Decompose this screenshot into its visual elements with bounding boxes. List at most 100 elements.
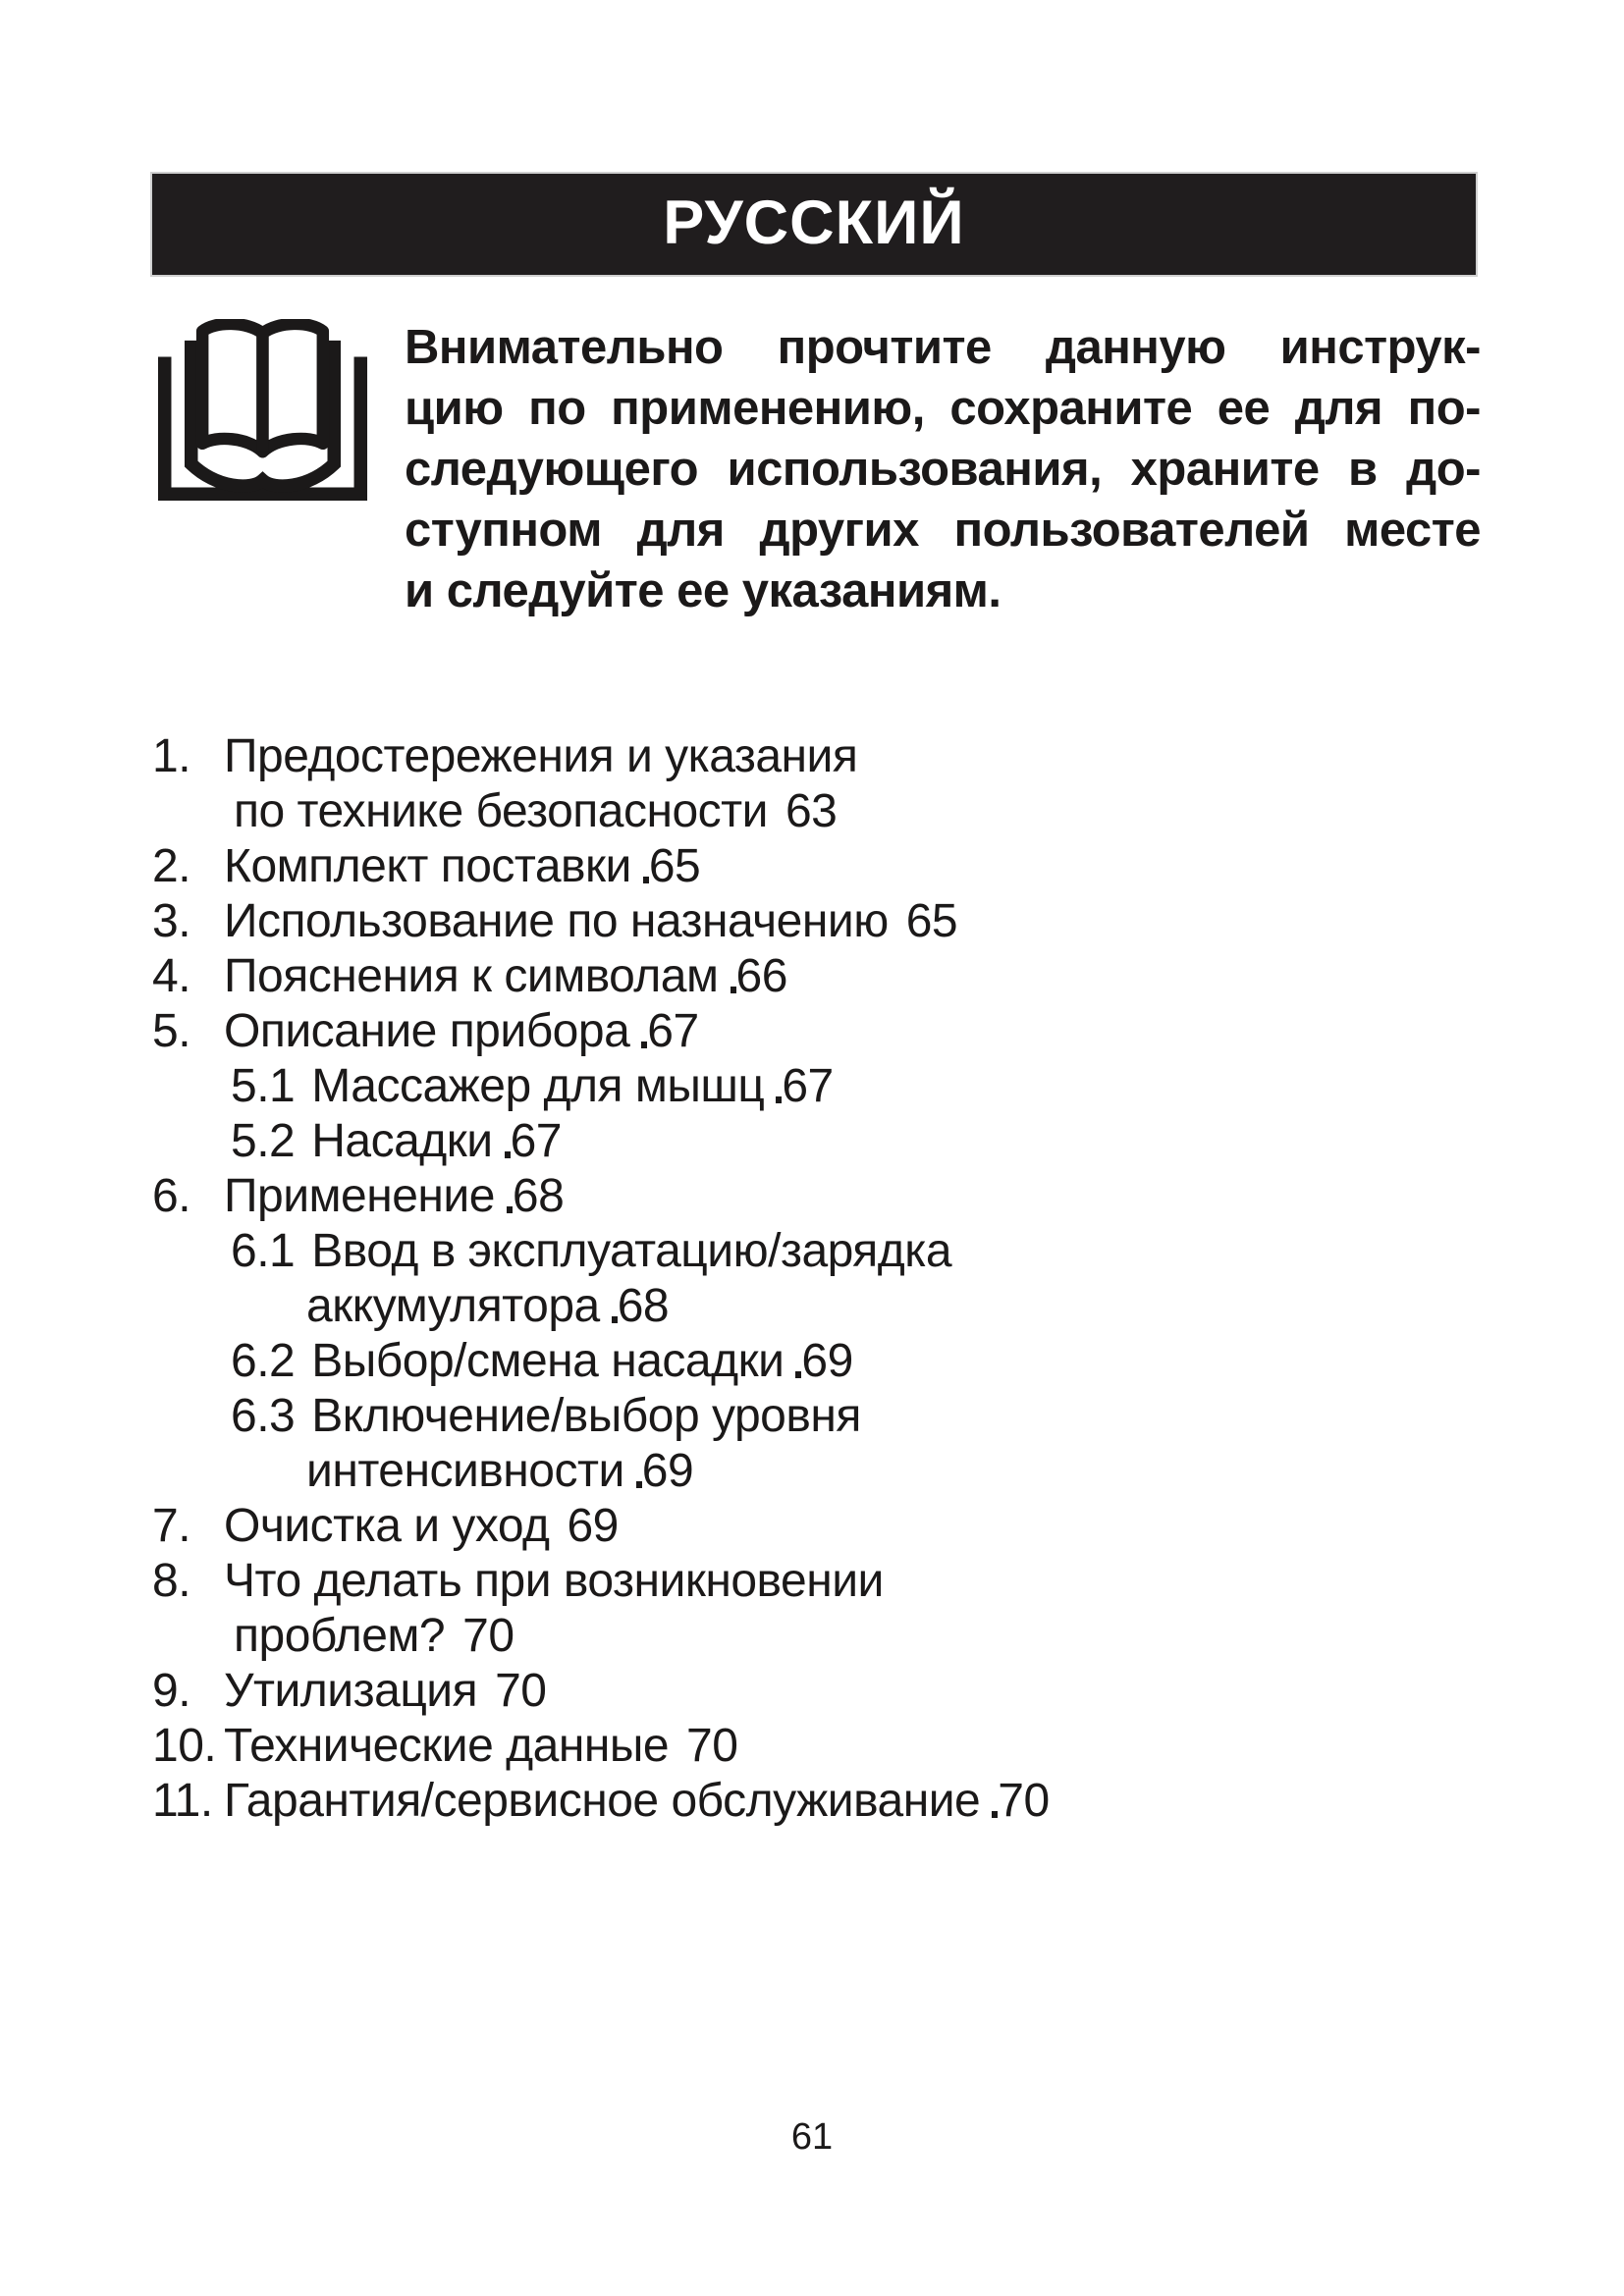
- toc-text: Очистка и уход: [224, 1500, 550, 1552]
- toc-text: Использование по назначению: [224, 895, 889, 947]
- toc-text: Насадки: [311, 1115, 493, 1167]
- toc-line: проблем? 70: [152, 1609, 1076, 1664]
- toc-line: по технике безопасности 63: [152, 784, 1076, 839]
- paragraph-line: Внимательно прочтите данную инструк-: [405, 321, 1482, 374]
- dot-leader: [642, 877, 649, 883]
- dot-leader: [641, 1041, 648, 1048]
- toc-number: 5.1: [231, 1060, 296, 1112]
- toc-number: 4.: [152, 950, 191, 1002]
- toc-leader: [445, 1609, 462, 1664]
- toc-line: 5.2 Насадки 67: [152, 1114, 1076, 1169]
- dot-leader: [776, 1096, 783, 1103]
- toc-text: Предостережения и указания: [224, 730, 858, 782]
- toc-line: 7. Очистка и уход 69: [152, 1499, 1076, 1554]
- page-title: РУССКИЙ: [663, 188, 965, 257]
- notice-text: Внимательно прочтите данную инструк-цию …: [405, 317, 1482, 621]
- toc-leader: [624, 1444, 642, 1499]
- dot-leader: [635, 1481, 642, 1488]
- toc-number: 6.1: [231, 1225, 296, 1277]
- toc-line: 1. Предостережения и указания: [152, 729, 1076, 784]
- toc-text: аккумулятора: [306, 1280, 600, 1332]
- toc-line: 2. Комплект поставки 65: [152, 839, 1076, 894]
- toc-page-number: 68: [617, 1280, 670, 1332]
- paragraph-line: цию по применению, сохраните ее для по-: [405, 382, 1482, 435]
- dot-leader: [611, 1316, 618, 1323]
- toc-line: 5. Описание прибора 67: [152, 1004, 1076, 1059]
- toc-text: Комплект поставки: [224, 840, 631, 892]
- toc-leader: [669, 1719, 686, 1774]
- toc-line: 4. Пояснения к символам 66: [152, 949, 1076, 1004]
- toc-page-number: 70: [462, 1610, 514, 1662]
- toc-page-number: 65: [648, 840, 701, 892]
- dot-leader: [504, 1151, 511, 1158]
- open-book-icon: [157, 319, 368, 501]
- paragraph-line: следующего использования, храните в до-: [405, 443, 1482, 496]
- dot-leader: [992, 1811, 999, 1818]
- toc-page-number: 66: [735, 950, 788, 1002]
- toc-number: 5.2: [231, 1115, 296, 1167]
- toc-leader: [784, 1334, 802, 1389]
- toc-leader: [980, 1774, 999, 1829]
- toc-number: 6.2: [231, 1335, 296, 1387]
- toc-leader: [600, 1279, 618, 1334]
- toc-line: 5.1 Массажер для мышц 67: [152, 1059, 1076, 1114]
- toc-text: по технике безопасности: [234, 785, 768, 837]
- dot-leader: [730, 987, 736, 993]
- footer: 61: [0, 2116, 1624, 2159]
- toc-leader: [477, 1664, 495, 1719]
- toc-line: 6.3 Включение/выбор уровня: [152, 1389, 1076, 1444]
- toc-leader: [629, 1004, 648, 1059]
- toc-page-number: 67: [782, 1060, 834, 1112]
- toc-leader: [549, 1499, 567, 1554]
- toc-page-number: 63: [785, 785, 838, 837]
- toc-line: 10. Технические данные 70: [152, 1719, 1076, 1774]
- toc-number: 9.: [152, 1665, 191, 1717]
- toc-page-number: 68: [512, 1170, 565, 1222]
- toc-leader: [631, 839, 649, 894]
- header-bar: РУССКИЙ: [150, 172, 1478, 277]
- table-of-contents: 1. Предостережения и указания по технике б…: [152, 729, 1076, 1829]
- toc-number: 11.: [152, 1775, 213, 1827]
- toc-text: Применение: [224, 1170, 495, 1222]
- toc-line: 6. Применение 68: [152, 1169, 1076, 1224]
- toc-number: 3.: [152, 895, 191, 947]
- paragraph-line: и следуйте ее указаниям.: [405, 564, 1001, 617]
- toc-page-number: 70: [998, 1775, 1050, 1827]
- toc-number: 6.: [152, 1170, 191, 1222]
- notice-section: Внимательно прочтите данную инструк-цию …: [157, 317, 1483, 621]
- toc-number: 2.: [152, 840, 191, 892]
- toc-text: проблем?: [234, 1610, 446, 1662]
- toc-leader: [889, 894, 906, 949]
- toc-text: Что делать при возникновении: [224, 1555, 884, 1607]
- page-number-footer: 61: [790, 2116, 834, 2158]
- toc-page-number: 69: [801, 1335, 853, 1387]
- toc-leader: [493, 1114, 511, 1169]
- toc-text: Выбор/смена насадки: [311, 1335, 785, 1387]
- paragraph-line: ступном для других пользователей месте: [405, 504, 1482, 557]
- toc-line: 6.2 Выбор/смена насадки 69: [152, 1334, 1076, 1389]
- toc-text: Гарантия/сервисное обслуживание: [224, 1775, 981, 1827]
- toc-text: Технические данные: [224, 1720, 670, 1772]
- toc-line: интенсивности 69: [152, 1444, 1076, 1499]
- toc-leader: [495, 1169, 513, 1224]
- toc-number: 6.3: [231, 1390, 296, 1442]
- toc-page-number: 70: [686, 1720, 738, 1772]
- toc-line: 3. Использование по назначению 65: [152, 894, 1076, 949]
- toc-text: интенсивности: [306, 1445, 624, 1497]
- toc-page-number: 69: [567, 1500, 619, 1552]
- toc-number: 1.: [152, 730, 191, 782]
- toc-page-number: 65: [905, 895, 958, 947]
- toc-page-number: 67: [647, 1005, 699, 1057]
- toc-page-number: 70: [495, 1665, 547, 1717]
- toc-text: Утилизация: [224, 1665, 478, 1717]
- toc-number: 7.: [152, 1500, 191, 1552]
- toc-line: 11. Гарантия/сервисное обслуживание 70: [152, 1774, 1076, 1829]
- dot-leader: [506, 1206, 513, 1213]
- toc-text: Ввод в эксплуатацию/зарядка: [311, 1225, 952, 1277]
- toc-text: Массажер для мышц: [311, 1060, 765, 1112]
- toc-line: аккумулятора 68: [152, 1279, 1076, 1334]
- toc-leader: [764, 1059, 783, 1114]
- toc-text: Пояснения к символам: [224, 950, 719, 1002]
- toc-number: 10.: [152, 1720, 217, 1772]
